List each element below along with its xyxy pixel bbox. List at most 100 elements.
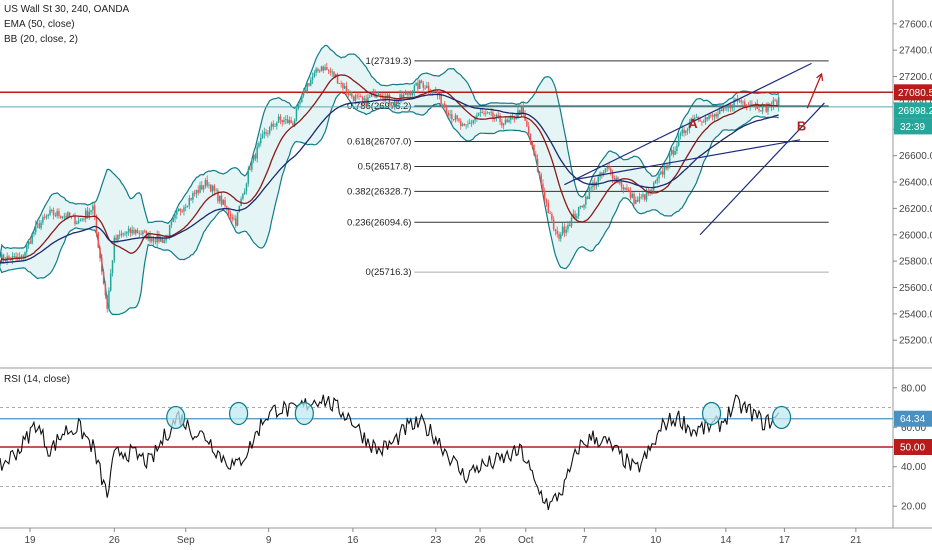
candle-body xyxy=(338,83,341,84)
candle-body xyxy=(129,228,132,234)
candle-body xyxy=(574,213,576,219)
candle-body xyxy=(417,82,419,89)
candle-body xyxy=(722,107,725,111)
candle-body xyxy=(701,121,703,123)
candle-body xyxy=(24,252,26,258)
current-close-badge-bg xyxy=(894,102,932,119)
candle-body xyxy=(611,171,614,179)
candle-body xyxy=(188,198,191,206)
candle-body xyxy=(694,118,696,120)
candle-body xyxy=(554,229,557,231)
candle-body xyxy=(61,216,64,218)
candle-body xyxy=(177,208,180,211)
candle-body xyxy=(285,119,287,121)
candle-body xyxy=(467,123,469,125)
candle-body xyxy=(293,119,296,126)
candle-body xyxy=(579,205,582,207)
fib-level-label: 0.618(26707.0) xyxy=(347,137,411,148)
candle-body xyxy=(538,171,541,175)
candle-body xyxy=(211,185,214,192)
candle-body xyxy=(585,196,587,205)
candle-body xyxy=(597,176,600,183)
candle-body xyxy=(565,229,567,233)
candle-body xyxy=(31,234,33,244)
candle-body xyxy=(440,93,442,105)
candle-body xyxy=(577,206,580,216)
candle-body xyxy=(74,215,76,224)
candle-body xyxy=(767,104,769,112)
candle-body xyxy=(258,143,260,147)
candle-body xyxy=(633,193,635,204)
candle-body xyxy=(254,154,257,159)
candle-body xyxy=(92,205,94,211)
candle-body xyxy=(426,85,428,89)
candle-body xyxy=(318,70,321,72)
candle-body xyxy=(331,71,333,73)
candle-body xyxy=(581,205,583,208)
candle-body xyxy=(476,115,478,118)
candle-body xyxy=(770,105,773,108)
rsi-tick-label: 40.00 xyxy=(901,462,926,473)
candle-body xyxy=(420,80,423,84)
candle-body xyxy=(470,122,473,124)
candle-body xyxy=(163,240,166,243)
candle-body xyxy=(492,112,494,118)
candle-body xyxy=(390,103,392,106)
candle-body xyxy=(629,190,632,198)
candle-body xyxy=(347,92,350,96)
candle-body xyxy=(270,123,273,128)
rsi-highlight-circle xyxy=(166,405,186,430)
candle-body xyxy=(222,199,224,205)
candle-body xyxy=(297,103,300,109)
candle-body xyxy=(263,132,266,135)
candle-body xyxy=(183,207,185,212)
candle-body xyxy=(758,109,760,111)
symbol-title: US Wall St 30, 240, OANDA xyxy=(4,4,130,15)
candle-body xyxy=(361,97,364,101)
candle-body xyxy=(304,90,307,93)
candle-body xyxy=(43,217,46,218)
candle-body xyxy=(186,205,189,208)
candle-body xyxy=(311,77,314,80)
candle-body xyxy=(131,229,133,234)
candle-body xyxy=(724,107,726,109)
candle-body xyxy=(8,256,10,259)
candle-body xyxy=(113,237,116,261)
candle-body xyxy=(295,108,298,120)
candle-body xyxy=(370,94,373,98)
candle-body xyxy=(490,112,492,114)
time-tick-label: 7 xyxy=(582,535,588,546)
candle-body xyxy=(4,260,7,262)
candle-body xyxy=(172,218,174,222)
candle-body xyxy=(192,192,194,200)
candle-body xyxy=(360,96,362,98)
candle-body xyxy=(238,205,241,213)
candle-body xyxy=(710,115,712,117)
candle-body xyxy=(760,110,762,112)
candle-body xyxy=(143,231,146,233)
candle-body xyxy=(699,119,701,122)
candle-body xyxy=(65,215,67,218)
candle-body xyxy=(209,184,212,192)
candle-body xyxy=(176,210,178,215)
candle-body xyxy=(2,254,5,261)
candle-body xyxy=(67,212,69,218)
annotation-label: A xyxy=(688,116,698,131)
candle-body xyxy=(159,238,162,242)
candle-body xyxy=(335,74,337,77)
candle-body xyxy=(676,145,678,151)
candle-body xyxy=(602,171,605,175)
candle-body xyxy=(224,199,226,207)
candle-body xyxy=(117,234,119,241)
candle-body xyxy=(463,124,466,126)
candle-body xyxy=(433,89,435,93)
candle-body xyxy=(606,166,608,169)
candle-body xyxy=(227,207,230,214)
candle-body xyxy=(236,212,239,226)
candle-body xyxy=(13,256,16,257)
candle-body xyxy=(729,104,732,109)
candle-body xyxy=(47,214,49,216)
candle-body xyxy=(126,231,128,234)
candle-body xyxy=(277,116,280,123)
